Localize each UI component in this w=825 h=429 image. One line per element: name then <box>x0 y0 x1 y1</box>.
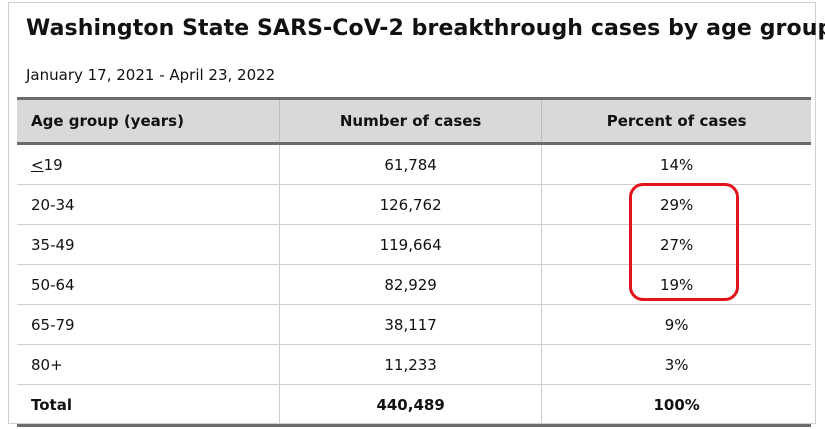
cases-cell: 11,233 <box>278 344 542 385</box>
table-row: <19 61,784 14% <box>17 143 811 185</box>
total-cases-cell: 440,489 <box>278 384 542 427</box>
table-row: 50-64 82,929 19% <box>17 264 811 305</box>
age-group-cell: 65-79 <box>17 304 280 345</box>
table-header-row: Age group (years) Number of cases Percen… <box>17 97 811 145</box>
age-group-cell: 80+ <box>17 344 280 385</box>
table-row: 20-34 126,762 29% <box>17 184 811 225</box>
table-row: 35-49 119,664 27% <box>17 224 811 265</box>
percent-cell: 29% <box>541 184 811 225</box>
age-group-cell: 35-49 <box>17 224 280 265</box>
cases-cell: 61,784 <box>278 143 542 185</box>
percent-cell: 9% <box>541 304 811 345</box>
page-title: Washington State SARS-CoV-2 breakthrough… <box>26 16 825 41</box>
age-group-cell: 50-64 <box>17 264 280 305</box>
table-total-row: Total 440,489 100% <box>17 384 811 427</box>
header-percent-of-cases: Percent of cases <box>541 97 811 145</box>
header-number-of-cases: Number of cases <box>278 97 542 145</box>
percent-cell: 3% <box>541 344 811 385</box>
cases-cell: 38,117 <box>278 304 542 345</box>
cases-cell: 82,929 <box>278 264 542 305</box>
age-group-cell: <19 <box>17 143 280 185</box>
cases-cell: 119,664 <box>278 224 542 265</box>
total-percent-cell: 100% <box>541 384 811 427</box>
header-age-group: Age group (years) <box>17 97 280 145</box>
percent-cell: 19% <box>541 264 811 305</box>
total-label-cell: Total <box>17 384 280 427</box>
table-row: 80+ 11,233 3% <box>17 344 811 385</box>
table-row: 65-79 38,117 9% <box>17 304 811 345</box>
cases-cell: 126,762 <box>278 184 542 225</box>
date-range: January 17, 2021 - April 23, 2022 <box>26 66 276 84</box>
age-group-cell: 20-34 <box>17 184 280 225</box>
breakthrough-cases-table: Age group (years) Number of cases Percen… <box>17 97 811 427</box>
percent-cell: 27% <box>541 224 811 265</box>
percent-cell: 14% <box>541 143 811 185</box>
